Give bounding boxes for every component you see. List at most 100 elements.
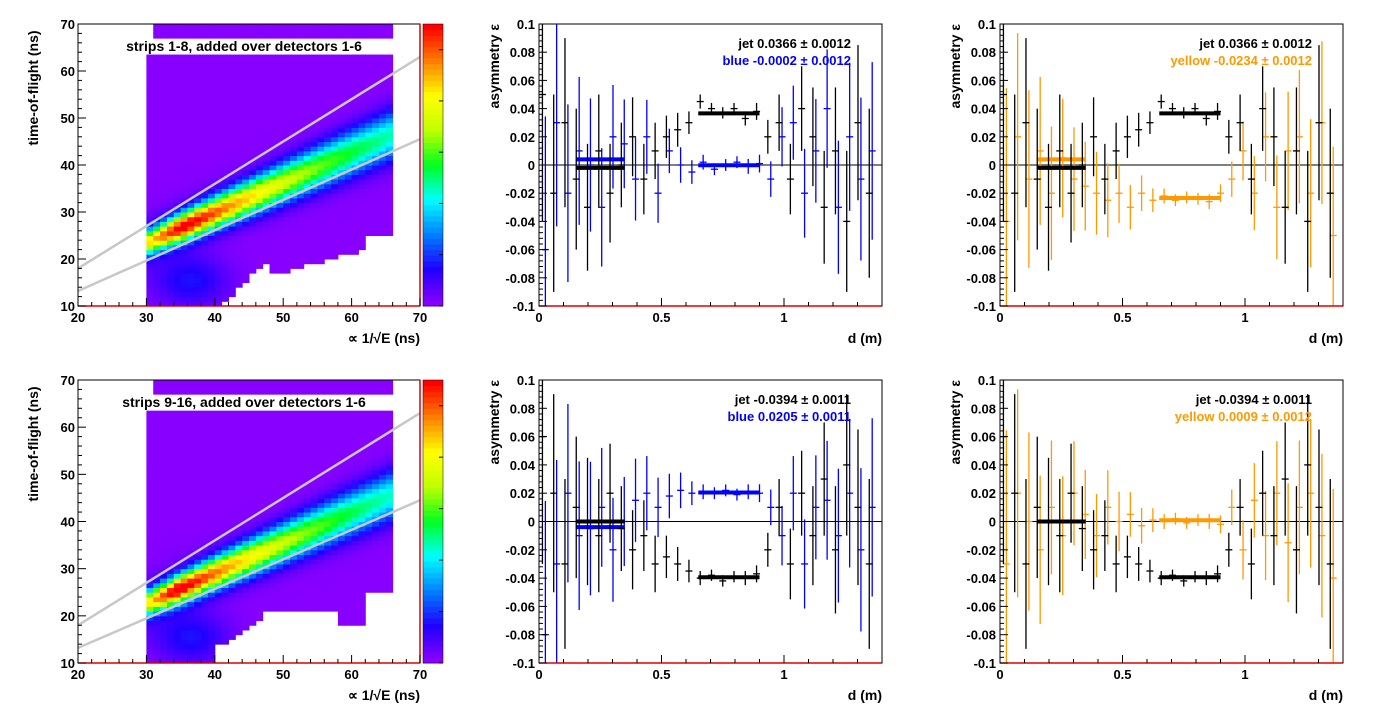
heatmap-cell [310, 108, 318, 114]
heatmap-cell [324, 380, 332, 386]
heatmap-cell [262, 521, 271, 527]
heatmap-cell [310, 103, 318, 110]
heatmap-cell [221, 568, 229, 574]
heatmap-cell [228, 549, 236, 556]
heatmap-cell [180, 634, 188, 640]
heatmap-cell [153, 441, 161, 447]
colorbar-segment [423, 108, 443, 115]
heatmap-cell [221, 596, 229, 603]
heatmap-cell [276, 587, 284, 593]
heatmap-cell [303, 526, 312, 532]
heatmap-cell [378, 202, 387, 208]
heatmap-cell [146, 559, 154, 565]
heatmap-cell [276, 207, 284, 213]
heatmap-cell [166, 263, 175, 269]
heatmap-cell [358, 165, 366, 171]
heatmap-cell [365, 89, 373, 95]
heatmap-cell [242, 141, 250, 147]
heatmap-cell [153, 103, 161, 110]
heatmap-cell [324, 183, 332, 189]
heatmap-cell [228, 625, 236, 631]
heatmap-cell [276, 122, 284, 128]
heatmap-cell [214, 615, 223, 622]
heatmap-cell [207, 653, 216, 659]
heatmap-cell [351, 530, 359, 537]
heatmap-cell [296, 413, 305, 419]
heatmap-cell [180, 606, 188, 612]
heatmap-cell [173, 587, 182, 593]
heatmap-cell [173, 24, 182, 30]
heatmap-cell [324, 122, 332, 128]
data-point [1315, 45, 1323, 201]
heatmap-cell [296, 474, 305, 480]
heatmap-cell [358, 479, 366, 485]
heatmap-cell [173, 127, 182, 133]
heatmap-cell [173, 653, 182, 659]
heatmap-cell [180, 155, 188, 161]
heatmap-cell [173, 530, 182, 537]
heatmap-cell [201, 202, 209, 208]
heatmap-cell [228, 582, 236, 589]
heatmap-cell [296, 141, 305, 147]
heatmap-cell [160, 408, 168, 414]
heatmap-cell [351, 108, 359, 114]
heatmap-cell [166, 507, 175, 513]
heatmap-cell [344, 103, 353, 110]
x-axis-title: ∝ 1/√E (ns) [348, 330, 420, 346]
heatmap-cell [324, 408, 332, 414]
heatmap-cell [214, 75, 223, 81]
heatmap-cell [344, 155, 353, 161]
heatmap-cell [310, 235, 318, 241]
heatmap-cell [385, 99, 394, 105]
heatmap-cell [160, 389, 168, 395]
colorbar-segment [423, 578, 443, 585]
heatmap-cell [255, 155, 264, 161]
heatmap-cell [262, 94, 271, 100]
heatmap-cell [269, 174, 277, 180]
heatmap-cell [310, 540, 318, 546]
heatmap-cell [221, 296, 229, 302]
data-point [865, 108, 873, 278]
heatmap-cell [331, 61, 339, 67]
heatmap-cell [235, 71, 243, 77]
heatmap-cell [242, 71, 250, 77]
heatmap-cell [351, 66, 359, 72]
heatmap-cell [235, 155, 243, 161]
heatmap-cell [351, 408, 359, 414]
heatmap-cell [173, 422, 182, 428]
heatmap-cell [235, 103, 243, 110]
heatmap-cell [255, 446, 264, 452]
heatmap-cell [296, 545, 305, 551]
heatmap-cell [337, 75, 346, 81]
heatmap-cell [290, 408, 298, 414]
heatmap-cell [173, 273, 182, 279]
colorbar-segment [423, 544, 443, 551]
heatmap-cell [235, 540, 243, 546]
data-point [1225, 532, 1233, 567]
heatmap-cell [173, 66, 182, 72]
heatmap-cell [276, 150, 284, 157]
heatmap-cell [214, 80, 223, 86]
heatmap-cell [378, 61, 387, 67]
heatmap-cell [310, 85, 318, 91]
heatmap-cell [337, 221, 346, 227]
heatmap-cell [166, 216, 175, 222]
x-axis-title: d (m) [1309, 330, 1343, 346]
heatmap-cell [180, 287, 188, 293]
heatmap-cell [365, 207, 373, 213]
heatmap-cell [378, 389, 387, 395]
heatmap-cell [283, 71, 291, 77]
heatmap-cell [153, 277, 161, 283]
heatmap-cell [180, 118, 188, 124]
heatmap-cell [290, 66, 298, 72]
heatmap-cell [255, 165, 264, 171]
heatmap-cell [310, 188, 318, 194]
heatmap-cell [160, 545, 168, 551]
heatmap-cell [187, 384, 195, 390]
heatmap-cell [173, 71, 182, 77]
heatmap-cell [207, 136, 216, 142]
heatmap-cell [269, 540, 277, 546]
heatmap-cell [344, 197, 353, 204]
heatmap-cell [296, 226, 305, 232]
